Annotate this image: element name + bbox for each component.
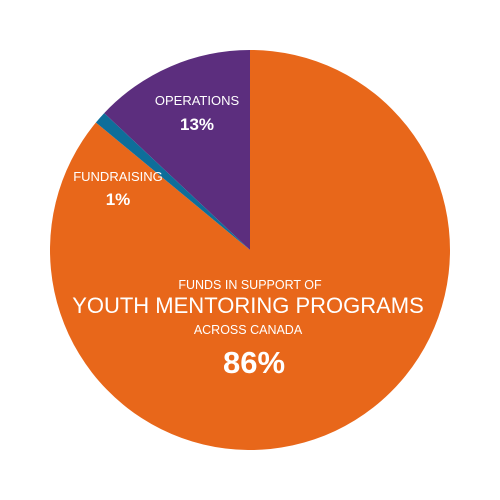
slice-operations — [104, 50, 251, 250]
slice-label-mentoring-line3: ACROSS CANADA — [194, 323, 303, 337]
slice-label-mentoring-line2: YOUTH MENTORING PROGRAMS — [72, 293, 424, 318]
pie-slices — [49, 50, 451, 450]
slice-value-mentoring: 86% — [223, 345, 285, 380]
slice-label-operations: OPERATIONS — [155, 93, 240, 108]
slice-label-mentoring-line1: FUNDS IN SUPPORT OF — [178, 278, 322, 292]
slice-value-operations: 13% — [180, 115, 214, 134]
slice-label-fundraising: FUNDRAISING — [73, 169, 163, 184]
slice-value-fundraising: 1% — [106, 190, 131, 209]
slice-fundraising — [95, 113, 250, 250]
